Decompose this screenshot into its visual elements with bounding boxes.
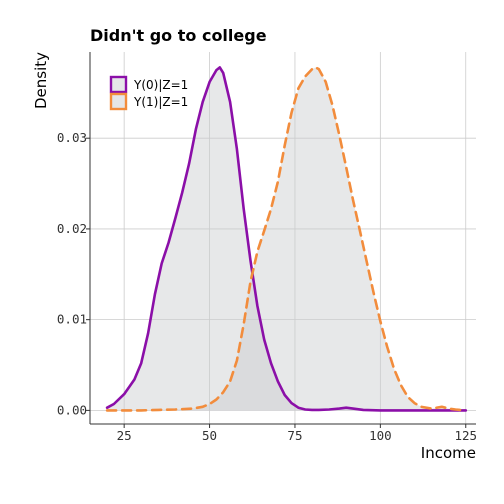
legend-label-y1: Y(1)|Z=1 [133, 95, 188, 109]
chart-title: Didn't go to college [90, 26, 267, 45]
y-tick-label: 0.01 [57, 312, 87, 327]
x-tick-label: 50 [202, 428, 217, 443]
density-areas [107, 67, 466, 411]
y-axis-ticks: 0.00 0.01 0.02 0.03 [57, 130, 90, 417]
y-tick-label: 0.02 [57, 221, 87, 236]
y-tick-label: 0.03 [57, 130, 87, 145]
x-axis-title: Income [421, 444, 476, 462]
legend: Y(0)|Z=1 Y(1)|Z=1 [109, 75, 188, 111]
density-lines [105, 66, 468, 412]
x-tick-label: 25 [117, 428, 132, 443]
legend-label-y0: Y(0)|Z=1 [133, 78, 188, 92]
y-tick-label: 0.00 [57, 402, 87, 417]
x-tick-label: 125 [454, 428, 477, 443]
density-line-y1 [105, 66, 468, 412]
x-tick-label: 75 [287, 428, 302, 443]
legend-key-y0 [109, 75, 128, 94]
x-tick-label: 100 [369, 428, 392, 443]
density-area-y0 [107, 67, 466, 411]
y-axis-title: Density [32, 52, 50, 109]
density-line-y0 [105, 66, 468, 412]
legend-key-y1 [109, 92, 128, 111]
density-area-y1 [107, 67, 466, 411]
x-axis-ticks: 25 50 75 100 125 [117, 424, 477, 443]
